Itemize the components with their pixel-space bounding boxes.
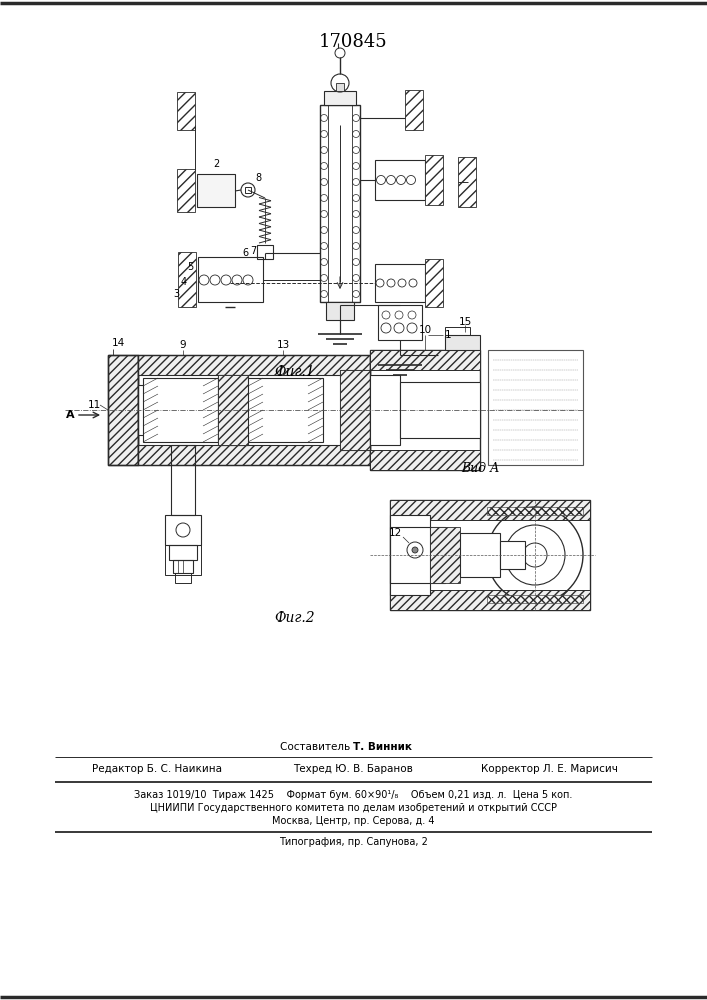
Bar <box>218 375 248 445</box>
Bar <box>324 91 356 105</box>
Bar <box>500 541 525 569</box>
Bar <box>488 350 583 465</box>
Bar <box>405 90 423 130</box>
Bar <box>165 545 201 575</box>
Bar <box>143 378 218 442</box>
Bar <box>458 157 476 207</box>
Bar <box>445 327 470 335</box>
Text: 7: 7 <box>250 246 256 256</box>
Bar <box>430 527 460 583</box>
Bar <box>173 560 193 573</box>
Bar <box>390 500 590 520</box>
Bar <box>425 259 443 307</box>
Bar <box>370 450 480 470</box>
Text: 14: 14 <box>112 338 124 348</box>
Bar <box>171 445 195 515</box>
Text: 5: 5 <box>187 262 193 272</box>
Bar <box>197 174 235 207</box>
Text: Москва, Центр, пр. Серова, д. 4: Москва, Центр, пр. Серова, д. 4 <box>271 816 434 826</box>
Bar <box>177 92 195 130</box>
Bar <box>248 378 323 442</box>
Bar <box>336 83 344 91</box>
Bar <box>378 305 422 340</box>
Text: Типография, пр. Сапунова, 2: Типография, пр. Сапунова, 2 <box>279 837 428 847</box>
Bar <box>375 160 425 200</box>
Bar <box>169 545 197 560</box>
Bar <box>370 350 480 470</box>
Text: А: А <box>66 410 74 420</box>
Bar <box>326 302 354 320</box>
Bar <box>108 355 138 465</box>
Bar <box>390 500 590 610</box>
Bar <box>370 375 400 445</box>
Text: Редактор Б. С. Наикина: Редактор Б. С. Наикина <box>92 764 222 774</box>
Text: Составитель: Составитель <box>279 742 353 752</box>
Text: 15: 15 <box>458 317 472 327</box>
Bar <box>138 385 153 435</box>
Bar <box>370 350 480 370</box>
Text: Т. Винник: Т. Винник <box>353 742 412 752</box>
Text: 2: 2 <box>213 159 219 169</box>
Bar <box>198 257 263 302</box>
Text: 9: 9 <box>180 340 187 350</box>
Circle shape <box>412 547 418 553</box>
Bar <box>445 335 480 350</box>
Bar <box>245 187 251 193</box>
Bar <box>175 573 191 583</box>
Text: 11: 11 <box>88 400 100 410</box>
Text: Техред Ю. В. Баранов: Техред Ю. В. Баранов <box>293 764 413 774</box>
Bar <box>487 595 583 603</box>
Text: 1: 1 <box>445 330 451 340</box>
Bar <box>400 382 480 438</box>
Text: Вид А: Вид А <box>461 462 499 475</box>
Bar <box>390 590 590 610</box>
Bar <box>340 370 370 450</box>
Text: 170845: 170845 <box>319 33 387 51</box>
Text: 10: 10 <box>419 325 431 335</box>
Bar <box>460 533 500 577</box>
Bar <box>320 105 360 302</box>
Bar <box>108 355 138 465</box>
Bar <box>257 245 273 259</box>
Bar <box>138 445 370 465</box>
Bar <box>425 155 443 205</box>
Bar <box>177 169 195 212</box>
Text: Заказ 1019/10  Тираж 1425    Формат бум. 60×90¹/₈    Объем 0,21 изд. л.  Цена 5 : Заказ 1019/10 Тираж 1425 Формат бум. 60×… <box>134 790 572 800</box>
Text: 13: 13 <box>276 340 290 350</box>
Text: Корректор Л. Е. Марисич: Корректор Л. Е. Марисич <box>481 764 617 774</box>
Bar <box>218 375 248 445</box>
Bar <box>375 264 425 302</box>
Bar <box>340 370 370 450</box>
Text: 6: 6 <box>242 248 248 258</box>
Bar <box>178 252 196 307</box>
Bar <box>165 515 201 545</box>
Bar <box>487 507 583 515</box>
Bar <box>138 355 370 465</box>
Text: 8: 8 <box>255 173 261 183</box>
Bar <box>390 515 430 595</box>
Text: Фиг.2: Фиг.2 <box>275 611 315 625</box>
Text: ЦНИИПИ Государственного комитета по делам изобретений и открытий СССР: ЦНИИПИ Государственного комитета по дела… <box>149 803 556 813</box>
Text: Фиг.1: Фиг.1 <box>275 365 315 379</box>
Bar <box>390 527 445 583</box>
Text: 12: 12 <box>388 528 402 538</box>
Text: 3: 3 <box>173 289 179 299</box>
Text: 4: 4 <box>181 277 187 287</box>
Bar <box>138 355 370 375</box>
